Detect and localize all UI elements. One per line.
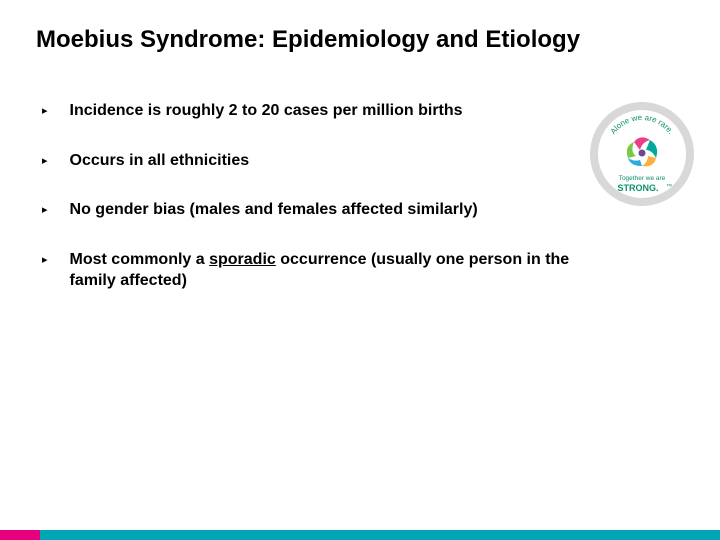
- bullet-list: ▸ Incidence is roughly 2 to 20 cases per…: [42, 100, 582, 320]
- slide-title: Moebius Syndrome: Epidemiology and Etiol…: [36, 26, 580, 54]
- footer-seg-main: [40, 530, 720, 540]
- list-item: ▸ Incidence is roughly 2 to 20 cases per…: [42, 100, 582, 122]
- list-item: ▸ No gender bias (males and females affe…: [42, 199, 582, 221]
- list-item: ▸ Most commonly a sporadic occurrence (u…: [42, 249, 582, 292]
- bullet-icon: ▸: [42, 104, 48, 117]
- bullet-text: No gender bias (males and females affect…: [70, 199, 478, 221]
- bullet-icon: ▸: [42, 253, 48, 266]
- badge-icon: Alone we are rare. Together we are STRON…: [588, 100, 696, 208]
- bullet-text: Incidence is roughly 2 to 20 cases per m…: [70, 100, 463, 122]
- bullet-prefix: Most commonly a: [70, 251, 210, 268]
- badge-line1: Together we are: [619, 175, 666, 182]
- bullet-underline: sporadic: [209, 251, 276, 268]
- badge-strong: STRONG.: [617, 183, 658, 193]
- footer-seg-accent: [0, 530, 40, 540]
- bullet-text: Occurs in all ethnicities: [70, 150, 250, 172]
- badge-tm: ™: [666, 183, 672, 190]
- bullet-text: Most commonly a sporadic occurrence (usu…: [70, 249, 582, 292]
- badge-button: Alone we are rare. Together we are STRON…: [588, 100, 696, 208]
- slide: Moebius Syndrome: Epidemiology and Etiol…: [0, 0, 720, 540]
- list-item: ▸ Occurs in all ethnicities: [42, 150, 582, 172]
- bullet-icon: ▸: [42, 154, 48, 167]
- footer-bar: [0, 530, 720, 540]
- bullet-icon: ▸: [42, 203, 48, 216]
